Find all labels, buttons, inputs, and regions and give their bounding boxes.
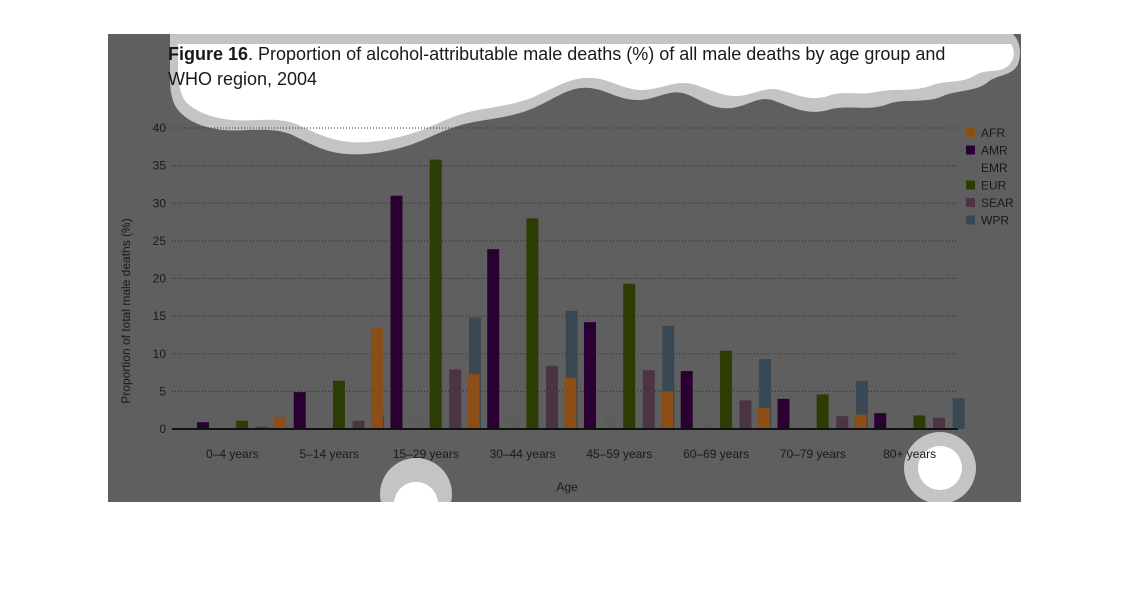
figure-label: Figure 16 bbox=[168, 44, 249, 64]
legend-swatch-amr bbox=[966, 145, 975, 155]
bar-eur bbox=[332, 380, 345, 429]
bar-wpr bbox=[952, 398, 965, 429]
legend-label-sear: SEAR bbox=[981, 196, 1014, 210]
bar-sear bbox=[836, 416, 849, 429]
y-tick-label: 20 bbox=[153, 272, 167, 286]
x-tick-label: 60–69 years bbox=[683, 447, 749, 461]
bar-sear bbox=[546, 365, 559, 429]
x-tick-label: 5–14 years bbox=[299, 447, 358, 461]
bar-amr bbox=[390, 195, 403, 429]
bar-eur bbox=[816, 394, 829, 429]
x-tick-label: 15–29 years bbox=[393, 447, 459, 461]
legend-swatch-sear bbox=[966, 198, 975, 207]
bar-afr bbox=[661, 391, 674, 429]
bar-sear bbox=[352, 420, 365, 429]
x-tick-label: 0–4 years bbox=[206, 447, 259, 461]
bar-afr bbox=[274, 416, 287, 429]
x-tick-label: 80+ years bbox=[883, 447, 936, 461]
x-tick-label: 70–79 years bbox=[780, 447, 846, 461]
bars bbox=[177, 159, 965, 429]
bar-eur bbox=[429, 159, 442, 429]
bar-eur bbox=[526, 218, 539, 429]
bar-emr bbox=[893, 426, 906, 429]
bar-sear bbox=[739, 400, 752, 429]
y-tick-label: 10 bbox=[153, 347, 167, 361]
bar-amr bbox=[487, 249, 500, 429]
y-tick-label: 25 bbox=[153, 234, 167, 248]
highlight-overlay bbox=[170, 34, 1021, 502]
bar-eur bbox=[236, 420, 249, 429]
bar-sear bbox=[642, 370, 655, 429]
bar-amr bbox=[874, 413, 887, 429]
y-tick-label: 40 bbox=[153, 121, 167, 135]
y-axis-title: Proportion of total male deaths (%) bbox=[119, 218, 133, 403]
x-axis-title: Age bbox=[556, 480, 578, 494]
bar-eur bbox=[913, 415, 926, 429]
bar-emr bbox=[603, 416, 616, 429]
bar-amr bbox=[583, 322, 596, 429]
bar-amr bbox=[680, 371, 693, 429]
legend-label-afr: AFR bbox=[981, 126, 1005, 140]
legend-swatch-afr bbox=[966, 128, 975, 137]
x-tick-label: 45–59 years bbox=[586, 447, 652, 461]
bar-emr bbox=[700, 421, 713, 429]
bar-sear bbox=[449, 369, 462, 429]
bar-emr bbox=[506, 415, 519, 429]
y-tick-label: 0 bbox=[159, 422, 166, 436]
bar-amr bbox=[777, 398, 790, 429]
legend-label-amr: AMR bbox=[981, 144, 1008, 158]
figure-caption: . Proportion of alcohol-attributable mal… bbox=[168, 44, 946, 89]
y-tick-label: 15 bbox=[153, 309, 167, 323]
legend: AFR AMR EMR EUR SEAR WPR bbox=[966, 126, 1014, 228]
highlight-ring-left bbox=[380, 458, 452, 502]
bar-amr bbox=[196, 422, 209, 429]
figure-title: Figure 16. Proportion of alcohol-attribu… bbox=[168, 42, 988, 92]
y-tick-label: 5 bbox=[159, 384, 166, 398]
bar-eur bbox=[719, 350, 732, 429]
legend-label-eur: EUR bbox=[981, 179, 1007, 193]
legend-swatch-eur bbox=[966, 180, 975, 190]
axes: 0 5 10 15 20 25 30 35 40 0–4 years 5–14 years 15–29… bbox=[153, 121, 958, 461]
bar-afr bbox=[467, 374, 480, 429]
bar-afr bbox=[564, 377, 577, 429]
figure-panel: 0 5 10 15 20 25 30 35 40 0–4 years 5–14 years 15–29… bbox=[108, 34, 1021, 502]
bar-emr bbox=[797, 425, 810, 429]
bar-emr bbox=[410, 414, 423, 429]
highlight-ring-right-hole bbox=[918, 446, 962, 490]
bar-eur bbox=[623, 283, 636, 429]
bar-afr bbox=[757, 407, 770, 429]
y-tick-label: 30 bbox=[153, 196, 167, 210]
bar-sear bbox=[255, 426, 268, 429]
x-tick-label: 30–44 years bbox=[490, 447, 556, 461]
legend-label-wpr: WPR bbox=[981, 214, 1009, 228]
legend-label-emr: EMR bbox=[981, 161, 1008, 175]
bar-afr bbox=[177, 426, 190, 429]
bar-sear bbox=[933, 417, 946, 429]
y-tick-label: 35 bbox=[153, 159, 167, 173]
legend-swatch-wpr bbox=[966, 215, 975, 225]
bar-afr bbox=[370, 328, 383, 429]
highlight-ring-left-hole bbox=[394, 482, 438, 502]
legend-swatch-emr bbox=[966, 163, 975, 172]
bar-amr bbox=[293, 392, 306, 429]
title-highlight-cloud-inner bbox=[178, 44, 1014, 143]
chart: 0 5 10 15 20 25 30 35 40 0–4 years 5–14 years 15–29… bbox=[108, 34, 1021, 502]
bar-afr bbox=[854, 414, 867, 429]
